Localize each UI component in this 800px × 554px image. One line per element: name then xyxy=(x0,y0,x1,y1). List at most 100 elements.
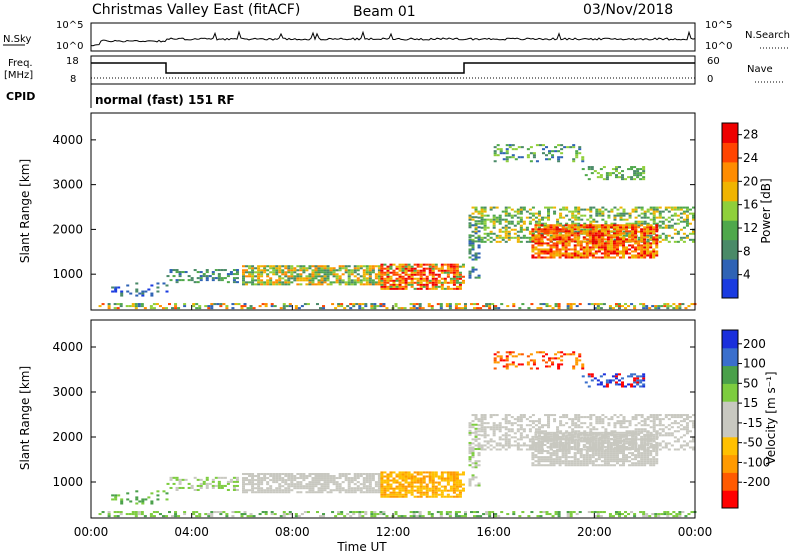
data-cell xyxy=(235,478,239,481)
data-cell xyxy=(640,462,644,465)
data-cell xyxy=(468,256,472,259)
data-cell xyxy=(483,240,487,243)
data-cell xyxy=(520,156,524,159)
data-cell xyxy=(111,290,115,293)
data-cell xyxy=(676,240,680,243)
data-cell xyxy=(643,222,647,225)
data-cell xyxy=(137,303,141,306)
data-cell xyxy=(596,513,600,516)
data-cell xyxy=(269,489,273,492)
data-cell xyxy=(505,150,509,153)
data-cell xyxy=(608,515,612,518)
data-cell xyxy=(642,305,646,308)
data-cell xyxy=(314,483,318,486)
data-cell xyxy=(543,458,547,461)
data-cell xyxy=(455,273,459,276)
data-cell xyxy=(646,424,650,427)
data-cell xyxy=(547,418,551,421)
data-cell xyxy=(522,416,526,419)
data-cell xyxy=(311,479,315,482)
data-cell xyxy=(317,491,321,494)
data-cell xyxy=(545,305,549,308)
data-cell xyxy=(555,232,559,235)
data-cell xyxy=(649,439,653,442)
data-cell xyxy=(661,446,665,449)
data-cell xyxy=(501,226,505,229)
data-cell xyxy=(588,254,592,257)
data-cell xyxy=(682,420,686,423)
data-cell xyxy=(308,267,312,270)
data-cell xyxy=(495,444,499,447)
data-cell xyxy=(458,481,462,484)
data-cell xyxy=(364,303,368,306)
data-cell xyxy=(338,487,342,490)
data-cell xyxy=(597,431,601,434)
data-cell xyxy=(287,277,291,280)
data-cell xyxy=(395,491,399,494)
data-cell xyxy=(341,473,345,476)
data-cell xyxy=(335,485,339,488)
data-cell xyxy=(480,212,484,215)
data-cell xyxy=(150,294,154,297)
data-cell xyxy=(574,208,578,211)
data-cell xyxy=(637,433,641,436)
data-cell xyxy=(649,437,653,440)
data-cell xyxy=(347,473,351,476)
data-cell xyxy=(359,265,363,268)
data-cell xyxy=(425,267,429,270)
data-cell xyxy=(335,279,339,282)
data-cell xyxy=(401,265,405,268)
data-cell xyxy=(603,433,607,436)
data-cell xyxy=(588,454,592,457)
data-cell xyxy=(311,275,315,278)
data-cell xyxy=(288,305,292,308)
data-cell xyxy=(643,439,647,442)
data-cell xyxy=(682,240,686,243)
data-cell xyxy=(480,414,484,417)
data-cell xyxy=(637,246,641,249)
data-cell xyxy=(323,481,327,484)
data-cell xyxy=(474,224,478,227)
data-cell xyxy=(510,436,514,439)
data-cell xyxy=(368,485,372,488)
data-cell xyxy=(389,263,393,266)
data-cell xyxy=(404,271,408,274)
data-cell xyxy=(452,283,456,286)
data-cell xyxy=(480,236,484,239)
data-cell xyxy=(392,287,396,290)
data-cell xyxy=(431,475,435,478)
data-cell xyxy=(586,436,590,439)
data-cell xyxy=(314,269,318,272)
data-cell xyxy=(416,273,420,276)
data-cell xyxy=(670,206,674,209)
data-cell xyxy=(308,485,312,488)
data-cell xyxy=(652,206,656,209)
data-cell xyxy=(501,446,505,449)
data-cell xyxy=(235,488,239,491)
data-cell xyxy=(332,479,336,482)
data-cell xyxy=(618,228,622,231)
data-cell xyxy=(622,435,626,438)
data-cell xyxy=(272,473,276,476)
data-cell xyxy=(615,452,619,455)
data-cell xyxy=(682,236,686,239)
data-cell xyxy=(205,271,209,274)
data-cell xyxy=(134,305,138,308)
data-cell xyxy=(434,493,438,496)
data-cell xyxy=(98,305,102,308)
data-cell xyxy=(169,476,173,479)
velocity-colorbar-swatch xyxy=(722,419,738,438)
data-cell xyxy=(334,515,338,518)
data-cell xyxy=(554,357,558,360)
data-cell xyxy=(374,485,378,488)
data-cell xyxy=(380,491,384,494)
data-cell xyxy=(652,448,656,451)
data-cell xyxy=(446,275,450,278)
data-cell xyxy=(594,443,598,446)
data-cell xyxy=(688,420,692,423)
data-cell xyxy=(603,450,607,453)
data-cell xyxy=(682,212,686,215)
data-cell xyxy=(579,460,583,463)
data-cell xyxy=(609,230,613,233)
data-cell xyxy=(416,283,420,286)
